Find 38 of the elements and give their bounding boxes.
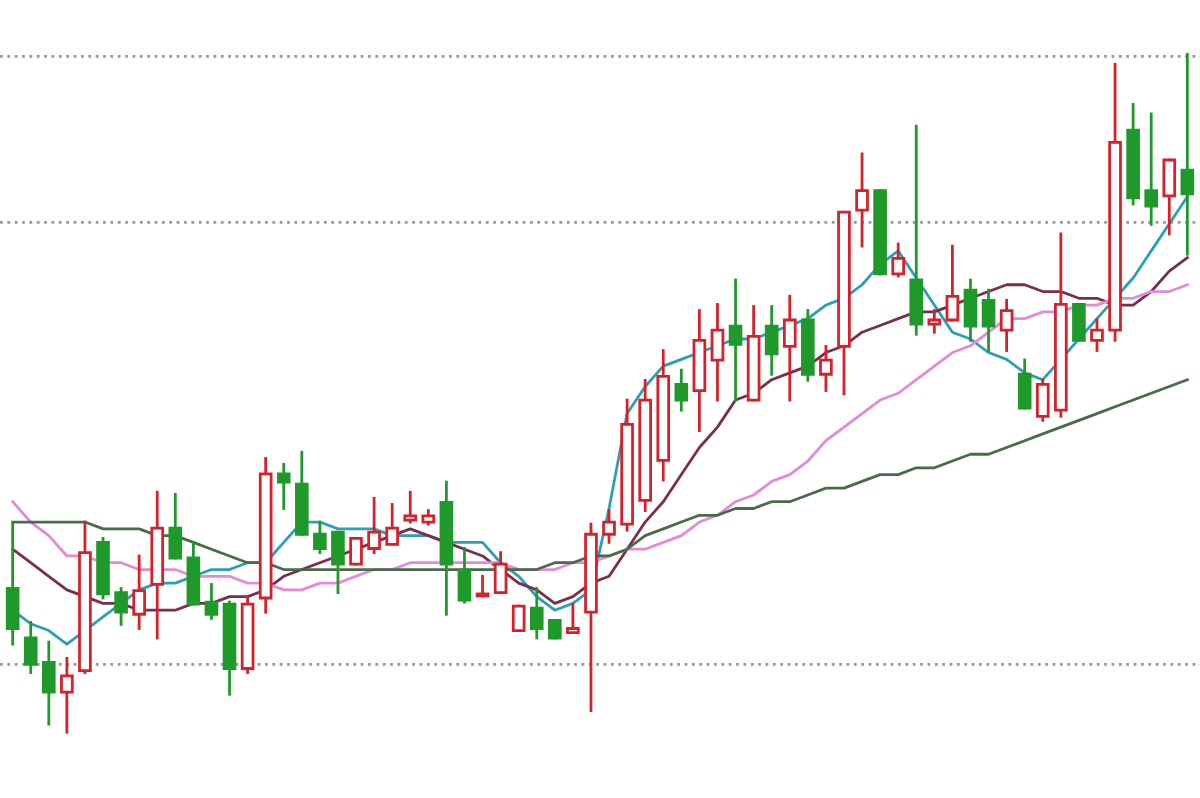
candlestick xyxy=(1144,112,1159,226)
candlestick xyxy=(60,656,74,734)
candlestick xyxy=(313,520,327,554)
candlestick xyxy=(276,463,291,510)
candlestick xyxy=(150,490,165,640)
candlestick xyxy=(258,456,273,614)
candlestick xyxy=(927,309,942,334)
candlestick xyxy=(728,278,743,402)
candlestick xyxy=(41,640,56,726)
candlestick xyxy=(764,305,779,376)
candlestick xyxy=(1035,378,1050,422)
candlestick xyxy=(23,621,38,674)
candlestick xyxy=(1180,52,1195,256)
candlestick xyxy=(222,600,237,696)
candlestick xyxy=(638,378,652,512)
candlestick xyxy=(710,303,725,402)
candlestick xyxy=(801,309,815,382)
candlestick xyxy=(674,368,689,412)
candlestick xyxy=(891,242,905,278)
candlestick xyxy=(403,490,418,524)
candlestick xyxy=(132,554,146,630)
candlestick xyxy=(981,288,996,352)
candlestick xyxy=(240,596,255,674)
candlestick xyxy=(529,587,544,640)
candlestick xyxy=(999,298,1014,352)
candlestick xyxy=(855,152,869,248)
candlestick xyxy=(782,294,797,402)
candlestick xyxy=(204,583,219,620)
candlestick xyxy=(1126,103,1140,206)
candlestick xyxy=(963,278,978,342)
candlestick xyxy=(656,349,671,482)
candlestick xyxy=(421,509,436,526)
candlestick xyxy=(1054,232,1068,418)
candlestick xyxy=(5,522,20,646)
candlestick xyxy=(457,547,472,604)
candlestick xyxy=(692,309,707,432)
candlestick xyxy=(439,480,454,616)
candlestick xyxy=(909,124,924,336)
